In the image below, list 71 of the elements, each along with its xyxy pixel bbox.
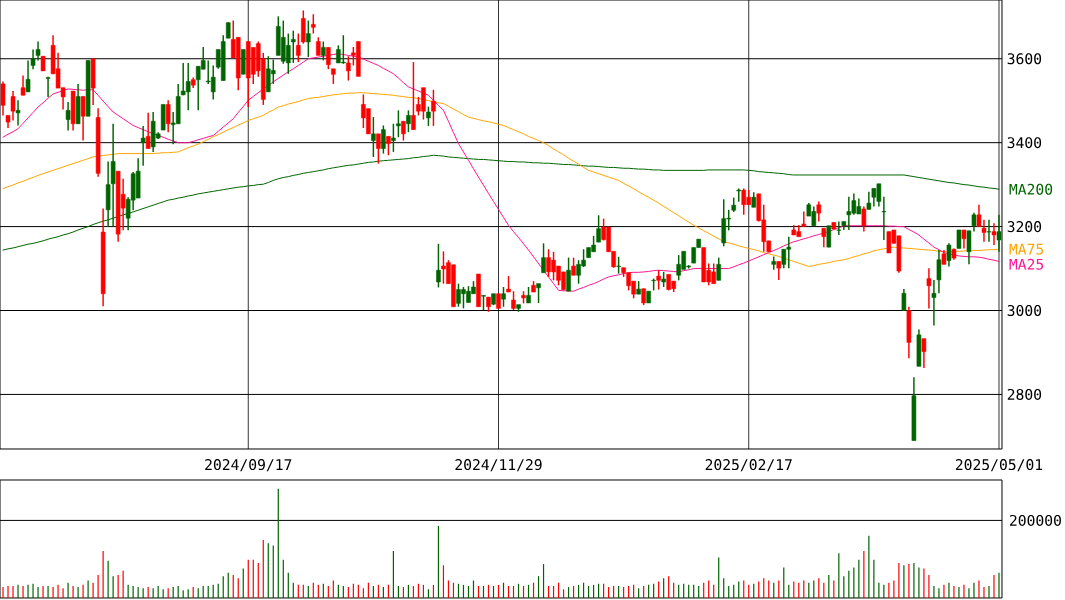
candlestick [316,36,321,57]
candlestick [326,46,331,70]
y-tick-label: 3000 [1007,304,1042,317]
candlestick [185,62,191,112]
candlestick [346,55,351,82]
candlestick [306,19,311,58]
candlestick [946,242,952,268]
candlestick [921,337,927,369]
candlestick [291,29,296,64]
x-tick-label: 2024/11/29 [455,459,542,472]
candlestick [836,220,842,236]
candlestick [426,105,431,127]
candlestick [596,214,601,243]
candlestick [741,187,747,216]
candlestick [296,32,301,63]
candlestick [991,222,997,246]
candlestick [716,256,721,282]
candlestick [781,248,787,269]
candlestick [816,200,822,223]
candlestick [411,61,416,131]
candlestick [436,243,441,289]
candlestick [301,9,306,45]
candlestick [371,116,376,158]
candlestick [956,229,962,250]
candlestick [776,260,782,281]
candlestick [431,89,436,127]
candlestick [406,109,411,133]
candlestick [821,227,827,248]
candlestick [210,64,216,101]
candlestick [961,229,967,250]
candlestick [20,74,26,96]
candlestick [826,225,832,248]
candlestick [996,214,1002,253]
candlestick [801,210,807,228]
candlestick [381,124,386,155]
candlestick [0,80,6,117]
candlestick [396,109,401,138]
candlestick [541,242,546,274]
candlestick [926,267,932,310]
candlestick [861,205,867,233]
series-label: MA25 [1009,258,1044,270]
candlestick [145,112,151,150]
series-label: MA75 [1009,243,1044,255]
candlestick [511,290,516,311]
x-tick-label: 2024/09/17 [205,459,292,472]
candlestick [376,133,381,165]
candlestick [656,269,661,291]
candlestick [321,40,326,62]
candlestick [311,13,316,35]
candlestick [771,255,777,271]
x-tick-label: 2025/02/17 [705,459,792,472]
y-tick-label: 2800 [1007,388,1042,400]
candlestick [901,288,907,312]
candlestick [15,99,21,127]
candlestick [986,219,992,243]
candlestick [501,286,506,308]
candlestick [80,95,86,142]
candlestick [536,282,541,304]
candlestick [391,123,396,153]
x-tick-label: 2025/05/01 [955,459,1043,472]
y-tick-label: 3600 [1007,53,1042,65]
candlestick [566,256,571,292]
text: 200000 [1010,514,1061,526]
candlestick [401,120,406,142]
candlestick [140,125,146,167]
candlestick [386,135,391,156]
candlestick [165,99,171,133]
y-tick-label: 3200 [1007,221,1042,233]
candlestick [65,101,71,132]
y-tick-label: 3400 [1007,137,1042,149]
series-label: MA200 [1009,183,1053,195]
